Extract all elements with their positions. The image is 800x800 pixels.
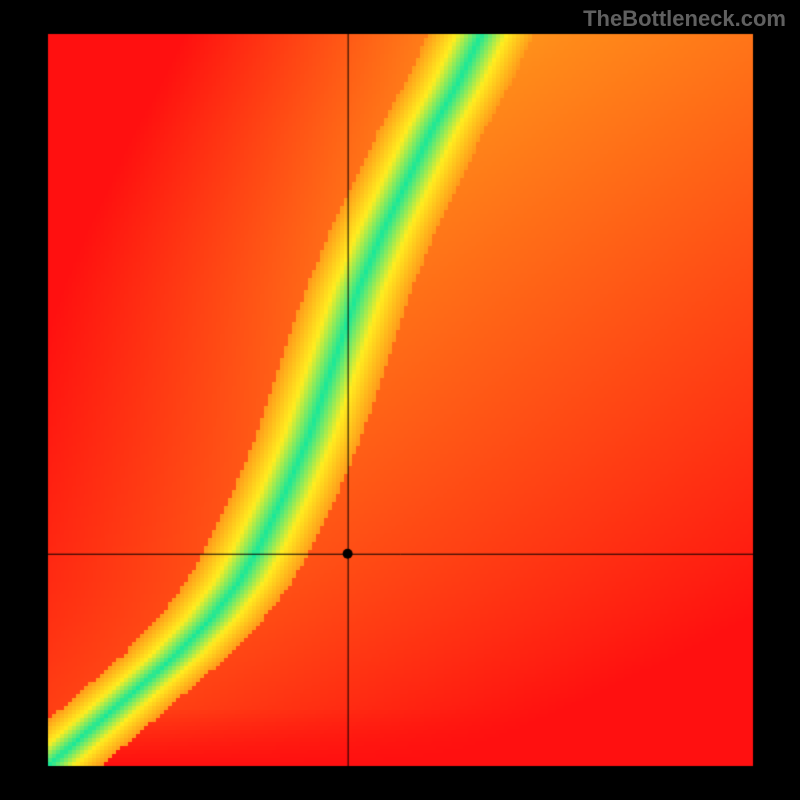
heatmap-canvas — [0, 0, 800, 800]
watermark-text: TheBottleneck.com — [583, 6, 786, 32]
chart-container: TheBottleneck.com — [0, 0, 800, 800]
